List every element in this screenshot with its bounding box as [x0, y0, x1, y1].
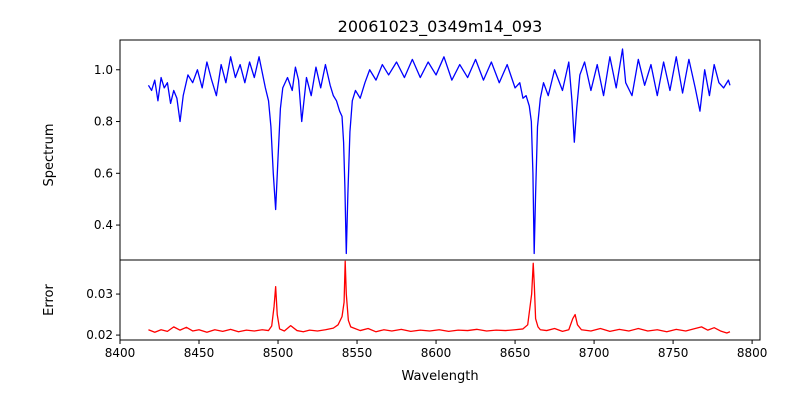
error-xtick-label: 8400	[105, 346, 136, 360]
error-xtick-label: 8800	[737, 346, 768, 360]
chart-title: 20061023_0349m14_093	[338, 17, 543, 37]
spectrum-ylabel: Spectrum	[42, 124, 57, 187]
error-xtick-label: 8600	[421, 346, 452, 360]
error-xtick-label: 8550	[342, 346, 373, 360]
error-ytick-label: 0.03	[86, 287, 113, 301]
error-xtick-label: 8750	[658, 346, 689, 360]
spectrum-panel: 0.4 0.6 0.8 1.0	[94, 39, 761, 261]
error-panel: 0.02 0.03 8400 8450 8500 8550 8600 8650 8700 8750…	[86, 259, 768, 360]
error-axes-frame	[119, 259, 761, 341]
spectrum-ytick-label: 0.6	[94, 166, 113, 180]
error-ytick-label: 0.02	[86, 328, 113, 342]
spectrum-ytick-label: 0.8	[94, 115, 113, 129]
error-xtick-label: 8450	[184, 346, 215, 360]
error-xtick-label: 8500	[263, 346, 294, 360]
error-series-line-0	[148, 260, 731, 334]
spectrum-axes-frame	[119, 39, 761, 261]
x-axis-label: Wavelength	[401, 369, 478, 384]
spectrum-ytick-label: 0.4	[94, 218, 113, 232]
spectrum-ytick-label: 1.0	[94, 63, 113, 77]
spectrum-series-line-0	[147, 48, 731, 255]
error-xtick-label: 8700	[579, 346, 610, 360]
error-ylabel: Error	[42, 284, 57, 316]
error-xtick-label: 8650	[500, 346, 531, 360]
